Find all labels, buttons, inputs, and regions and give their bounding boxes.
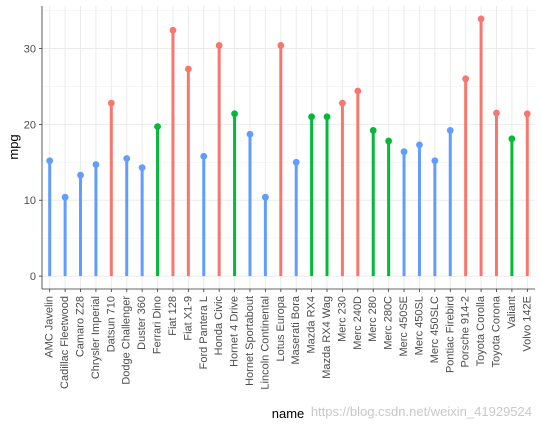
watermark-text: https://blog.csdn.net/weixin_41929524 (311, 404, 532, 419)
x-tick-label: Porsche 914-2 (460, 296, 472, 368)
lollipop-dot (215, 42, 223, 49)
lollipop-dot (61, 193, 69, 201)
x-tick-label: Chrysler Imperial (90, 296, 102, 379)
lollipop-dot (400, 148, 408, 156)
x-tick-label: Honda Civic (213, 296, 225, 356)
x-tick-label: Merc 240D (352, 296, 364, 350)
x-axis: AMC Javelin Cadillac Fleetwood Camaro Z28 C… (42, 288, 535, 390)
lollipop-dot (369, 127, 377, 134)
y-axis: 0 10 20 30 (24, 6, 43, 289)
x-tick-label: Cadillac Fleetwood (59, 296, 71, 389)
lollipop-dot (308, 113, 316, 121)
x-tick-label: Fiat X1-9 (182, 296, 194, 341)
lollipop-dot (292, 158, 300, 166)
lollipop-dot (77, 171, 84, 179)
lollipop-dot (261, 193, 269, 201)
lollipop-dot (92, 161, 100, 168)
lollipop-dot (462, 75, 470, 83)
x-tick-label: Merc 450SE (398, 296, 410, 357)
x-tick-label: Merc 450SLC (429, 296, 441, 363)
lollipop-dot (508, 135, 516, 143)
lollipop-dots (46, 15, 531, 201)
x-tick-label: Maserati Bora (290, 295, 302, 364)
lollipop-dot (277, 42, 285, 49)
x-tick-label: Hornet 4 Drive (229, 296, 241, 367)
x-tick-label: Toyota Corolla (475, 295, 487, 366)
lollipop-dot (154, 123, 161, 131)
x-tick-label: Duster 360 (136, 296, 148, 350)
lollipop-dot (231, 110, 238, 118)
lollipop-dot (446, 127, 454, 134)
y-tick-label: 10 (24, 195, 36, 207)
x-tick-label: Fiat 128 (167, 296, 179, 336)
x-tick-label: Camaro Z28 (75, 296, 87, 357)
x-tick-label: Hornet Sportabout (244, 296, 256, 386)
lollipop-dot (493, 109, 500, 117)
lollipop-dot (323, 113, 331, 121)
x-tick-label: Dodge Challenger (121, 296, 133, 385)
x-tick-label: Lincoln Continental (259, 296, 271, 390)
x-tick-label: Toyota Corona (490, 295, 502, 367)
x-tick-label: Merc 450SL (413, 296, 425, 355)
lollipop-dot (477, 15, 485, 23)
x-tick-label: AMC Javelin (44, 296, 56, 358)
plot-panel (42, 6, 535, 289)
x-tick-label: Mazda RX4 Wag (321, 296, 333, 379)
x-tick-label: Merc 280 (367, 296, 379, 342)
lollipop-dot (169, 26, 177, 34)
lollipop-stems (48, 18, 529, 277)
lollipop-dot (523, 110, 531, 118)
x-tick-label: Datsun 710 (105, 296, 117, 352)
lollipop-dot (184, 65, 192, 73)
x-tick-label: Volvo 142E (521, 296, 533, 352)
x-tick-label: Mazda RX4 (306, 296, 318, 353)
x-axis-title: name (272, 406, 305, 421)
y-tick-label: 0 (30, 271, 36, 283)
x-tick-label: Lotus Europa (275, 295, 287, 361)
lollipop-dot (123, 155, 131, 162)
lollipop-dot (246, 130, 254, 138)
x-tick-label: Merc 280C (383, 296, 395, 350)
x-tick-label: Ferrari Dino (152, 296, 164, 354)
x-tick-label: Valiant (506, 296, 518, 329)
lollipop-dot (46, 157, 54, 165)
x-tick-label: Ford Pantera L (198, 296, 210, 369)
lollipop-dot (339, 99, 346, 107)
lollipop-dot (416, 141, 423, 149)
lollipop-dot (354, 87, 362, 95)
y-tick-label: 20 (24, 119, 36, 131)
lollipop-dot (431, 157, 439, 165)
x-tick-label: Pontiac Firebird (444, 296, 456, 373)
y-axis-title: mpg (6, 134, 21, 159)
lollipop-dot (200, 152, 208, 160)
lollipop-dot (385, 137, 393, 145)
y-tick-label: 30 (24, 43, 36, 55)
x-tick-label: Merc 230 (336, 296, 348, 342)
lollipop-dot (107, 99, 115, 107)
lollipop-dot (138, 164, 146, 172)
